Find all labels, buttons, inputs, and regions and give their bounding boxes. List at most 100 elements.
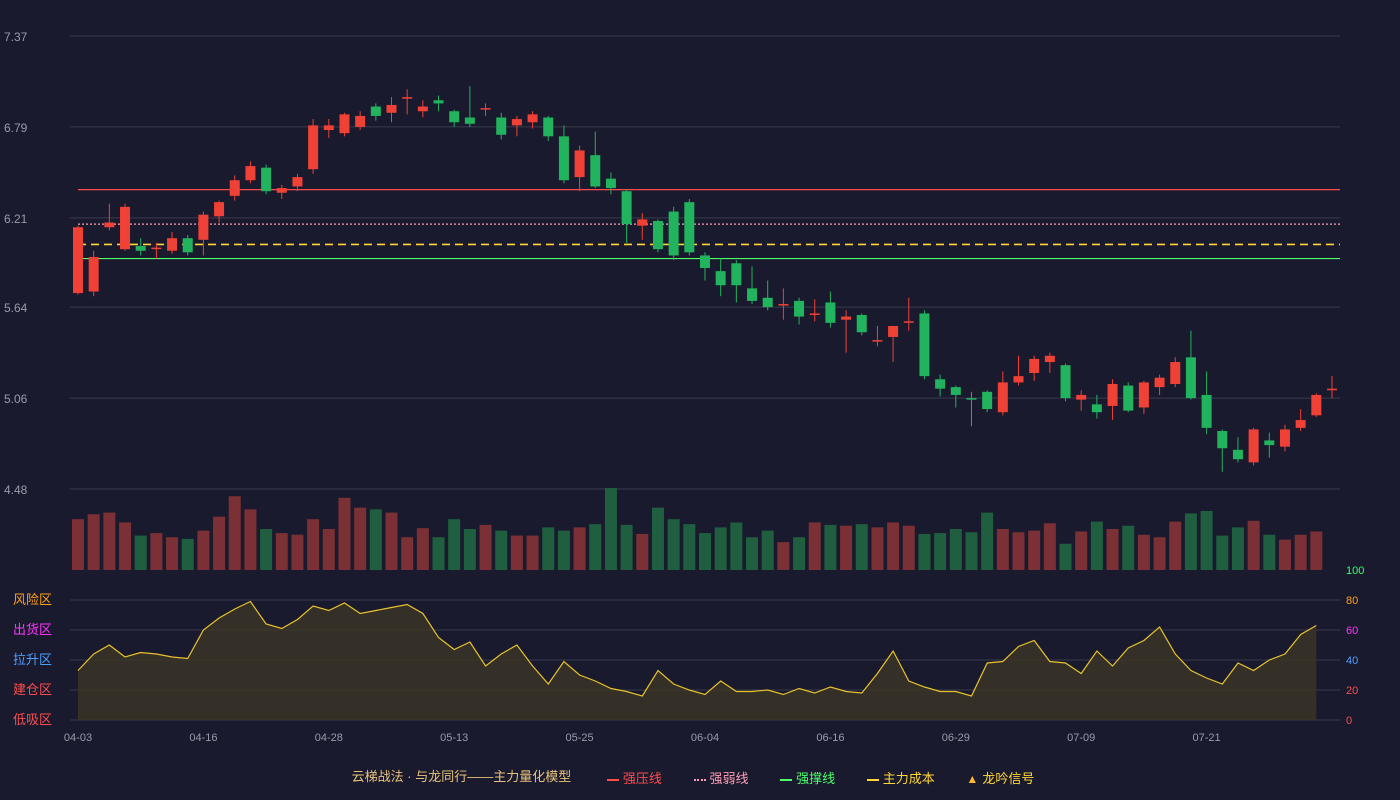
volume-bar <box>354 507 367 570</box>
candle-body <box>449 111 460 123</box>
volume-bar <box>840 525 853 570</box>
candle-body <box>966 398 977 400</box>
candle-body <box>700 255 710 268</box>
candle-body <box>1076 394 1087 400</box>
volume-bar <box>87 514 100 570</box>
triangle-icon: ▲ <box>966 772 979 787</box>
candle-body <box>809 313 820 315</box>
candle-body <box>935 379 946 389</box>
legend-item-dragon-signal[interactable]: ▲ 龙吟信号 <box>966 768 1034 787</box>
candle-body <box>1044 355 1055 363</box>
volume-bar <box>824 524 837 570</box>
volume-bar <box>1247 520 1260 570</box>
candle-body <box>903 321 914 323</box>
volume-bar <box>730 522 743 570</box>
volume-bar <box>918 533 931 570</box>
candle-body <box>574 150 585 178</box>
legend-swatch-strong-resistance <box>606 778 619 781</box>
volume-bar <box>134 535 147 570</box>
volume-bar <box>1216 535 1229 570</box>
volume-bar <box>1169 521 1182 570</box>
volume-bar <box>166 537 179 570</box>
volume-bar <box>275 533 288 570</box>
volume-bar <box>651 507 664 570</box>
volume-bar <box>510 535 523 570</box>
candle-body <box>1170 362 1181 384</box>
candle-body <box>1091 404 1102 413</box>
price-tick-label: 7.37 <box>4 30 28 44</box>
candle-body <box>276 188 287 193</box>
volume-bar <box>1200 510 1213 570</box>
candle-body <box>433 100 444 104</box>
candle-body <box>731 263 742 286</box>
volume-bar <box>1184 513 1197 570</box>
indicator-zone-label: 风险区 <box>13 592 52 607</box>
volume-bar <box>855 524 868 570</box>
candle-body <box>1154 377 1165 388</box>
indicator-tick-label: 40 <box>1346 655 1358 667</box>
candle-body <box>1264 440 1275 446</box>
volume-bar <box>981 512 994 570</box>
candle-body <box>1217 431 1228 449</box>
price-tick-label: 5.64 <box>4 301 28 315</box>
candle-body <box>1311 394 1322 416</box>
candle-body <box>261 167 272 192</box>
x-tick-label: 06-16 <box>816 732 844 744</box>
volume-bar <box>1090 521 1103 570</box>
volume-bar <box>589 524 602 570</box>
candle-body <box>1138 382 1149 408</box>
indicator-zone-label: 低吸区 <box>13 712 52 727</box>
volume-bar <box>1231 527 1244 570</box>
legend-item-strong-resistance[interactable]: 强压线 <box>606 768 662 787</box>
legend-item-main-cost[interactable]: 主力成本 <box>866 768 935 787</box>
indicator-zone-label: 出货区 <box>13 622 52 637</box>
volume-bar <box>1122 525 1135 570</box>
candle-body <box>386 104 397 113</box>
price-tick-label: 4.48 <box>4 483 28 497</box>
indicator-line <box>77 600 1317 697</box>
candle-body <box>872 340 883 342</box>
x-tick-label: 04-28 <box>315 732 343 744</box>
candle-body <box>621 191 632 225</box>
volume-bar <box>463 529 476 570</box>
volume-bar <box>1263 534 1276 570</box>
candle-body <box>339 114 350 134</box>
volume-bar <box>416 528 429 570</box>
volume-bar <box>887 522 900 570</box>
candle-body <box>151 247 162 250</box>
candle-body <box>1185 357 1196 399</box>
candle-body <box>73 227 83 294</box>
legend-label-main-cost: 主力成本 <box>882 771 935 787</box>
candle-body <box>997 382 1008 413</box>
candle-body <box>182 238 193 253</box>
legend-label-strong-resistance: 强压线 <box>622 771 662 787</box>
volume-bar <box>228 496 241 570</box>
candle-body <box>919 313 930 377</box>
candle-body <box>511 119 522 126</box>
candle-body <box>825 302 836 323</box>
x-tick-label: 04-16 <box>189 732 217 744</box>
volume-bar <box>150 533 163 570</box>
candle-body <box>496 117 507 135</box>
candle-body <box>652 220 663 250</box>
volume-bar <box>526 535 539 570</box>
legend-item-strong-support[interactable]: 强撑线 <box>780 768 835 787</box>
volume-bar <box>1294 534 1307 570</box>
legend-item-strength-line[interactable]: 强弱线 <box>693 768 749 787</box>
volume-bar <box>1028 530 1041 570</box>
indicator-area <box>78 601 1317 720</box>
candle-body <box>558 136 569 181</box>
legend-title: 云梯战法 · 与龙同行——主力量化模型 <box>351 769 572 784</box>
candle-body <box>888 325 899 337</box>
candle-body <box>684 202 695 253</box>
candle-body <box>950 387 961 395</box>
candle-body <box>778 304 789 306</box>
volume-bar <box>746 537 759 570</box>
legend-swatch-strong-support <box>780 778 793 781</box>
volume-bar <box>432 537 445 570</box>
volume-bar <box>495 530 508 570</box>
candle-body <box>245 166 256 181</box>
volume-bar <box>401 537 414 570</box>
candle-body <box>1013 376 1024 383</box>
volume-bar <box>479 524 492 570</box>
